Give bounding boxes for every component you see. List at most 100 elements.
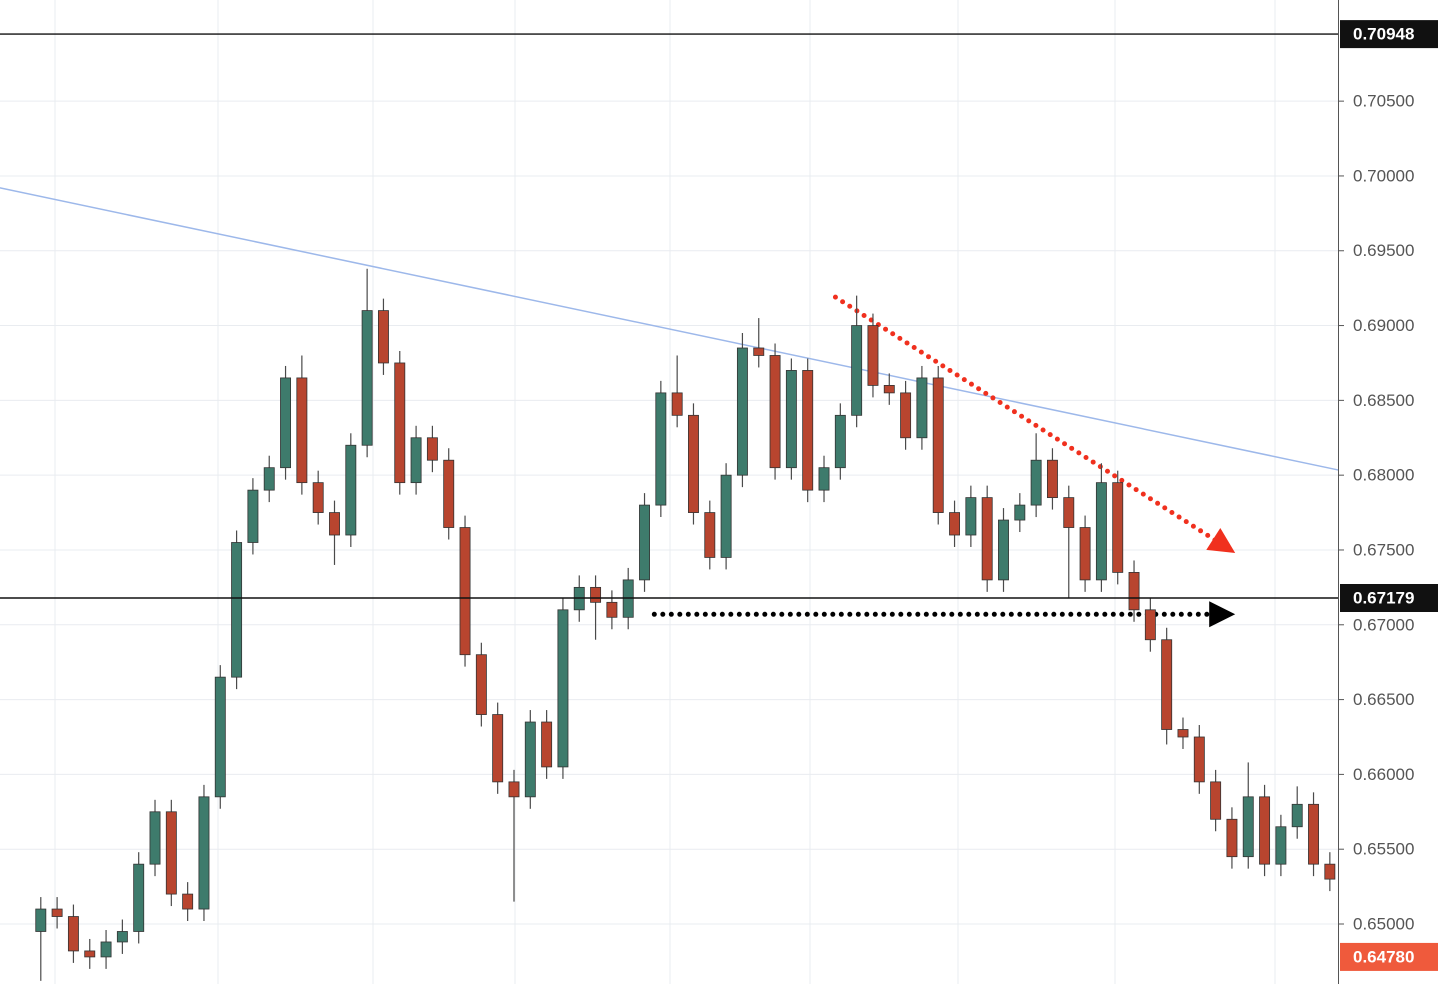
y-tick-label: 0.69500 xyxy=(1353,241,1414,260)
candle-body xyxy=(35,908,47,932)
candle-body xyxy=(1275,826,1287,865)
candle-body xyxy=(1144,609,1156,641)
candle-body xyxy=(867,325,879,386)
candle-body xyxy=(329,512,340,536)
y-tick-label: 0.65500 xyxy=(1353,840,1414,859)
candle-body xyxy=(1030,459,1042,506)
candle-body xyxy=(345,444,357,536)
candle-body xyxy=(932,377,944,513)
dotted-arrow-line xyxy=(832,294,1221,545)
candle-body xyxy=(753,347,765,356)
price-label: 0.67179 xyxy=(1353,588,1414,607)
candle-body xyxy=(981,497,993,581)
price-label-box xyxy=(1340,20,1438,49)
candle-body xyxy=(361,310,373,446)
candle-body xyxy=(1046,459,1058,499)
candle-body xyxy=(247,489,259,543)
candle-body xyxy=(998,519,1009,581)
candle-body xyxy=(231,542,243,678)
candle-body xyxy=(394,362,406,484)
candle-body xyxy=(312,482,324,513)
annotations xyxy=(0,33,1338,599)
price-label-box xyxy=(1340,584,1438,613)
candle-body xyxy=(182,893,194,910)
candle-body xyxy=(377,310,389,364)
candle-body xyxy=(720,474,732,558)
candle-body xyxy=(655,392,667,506)
price-label: 0.70948 xyxy=(1353,25,1414,44)
candle-body xyxy=(1193,736,1205,783)
candle-body xyxy=(606,601,618,618)
candle-body xyxy=(688,414,699,513)
arrow-head xyxy=(1209,601,1236,628)
candle-body xyxy=(1095,482,1107,581)
candle-body xyxy=(949,512,961,536)
candle-body xyxy=(198,796,210,910)
y-tick-label: 0.68000 xyxy=(1353,466,1414,485)
candle-body xyxy=(1063,497,1075,528)
candle-body xyxy=(639,504,650,581)
candle-body xyxy=(508,781,520,798)
y-tick-label: 0.69000 xyxy=(1353,316,1414,335)
candle-body xyxy=(965,497,977,536)
candle-body xyxy=(475,654,487,715)
candle-body xyxy=(590,586,602,603)
candle-body xyxy=(84,950,96,958)
candle-body xyxy=(1242,796,1254,858)
vertical-grid xyxy=(54,0,1276,984)
candle-body xyxy=(524,721,536,798)
candle-body xyxy=(1161,639,1173,730)
y-tick-label: 0.65000 xyxy=(1353,914,1414,933)
candle-body xyxy=(149,811,161,865)
trend-lines xyxy=(0,187,1339,628)
candle-body xyxy=(834,414,846,469)
y-tick-label: 0.67000 xyxy=(1353,615,1414,634)
candle-body xyxy=(541,721,553,768)
candle-body xyxy=(1079,527,1091,581)
y-tick-label: 0.66500 xyxy=(1353,690,1414,709)
candle-body xyxy=(1128,572,1140,611)
candle-body xyxy=(51,908,63,917)
candle-body xyxy=(736,347,748,476)
candle-body xyxy=(916,377,928,439)
candle-body xyxy=(851,325,863,416)
candle-body xyxy=(1291,803,1303,828)
candle-body xyxy=(67,916,79,952)
candle-body xyxy=(133,863,145,932)
candle-body xyxy=(1014,504,1026,521)
candle-body xyxy=(671,392,683,416)
candle-body xyxy=(1177,729,1189,738)
candle-body xyxy=(769,355,781,469)
trend-line xyxy=(0,187,1339,471)
candle-body xyxy=(100,941,112,958)
y-tick-label: 0.70000 xyxy=(1353,166,1414,185)
price-axis: 0.65000 0.65500 0.66000 0.66500 0.67000 0.675… xyxy=(1338,20,1438,971)
candle-body xyxy=(785,370,797,469)
candle-body xyxy=(1308,803,1319,865)
candle-body xyxy=(280,377,292,469)
candle-body xyxy=(492,714,504,783)
price-axis-area xyxy=(1338,0,1438,984)
y-tick-label: 0.68500 xyxy=(1353,391,1414,410)
candle-body xyxy=(1112,482,1124,573)
y-tick-label: 0.67500 xyxy=(1353,540,1414,559)
candle-body xyxy=(410,437,422,484)
candle-body xyxy=(900,392,912,439)
y-tick-label: 0.70500 xyxy=(1353,92,1414,111)
candle-body xyxy=(802,370,814,491)
candle-body xyxy=(459,527,471,656)
candle-body xyxy=(818,467,830,491)
last-price-label: 0.64780 xyxy=(1353,947,1414,966)
last-price-box xyxy=(1340,942,1438,971)
candle-body xyxy=(214,676,226,798)
candle-body xyxy=(165,811,177,895)
candle-body xyxy=(263,467,275,491)
arrow-head xyxy=(1206,528,1236,553)
candle-body xyxy=(443,459,455,528)
y-tick-label: 0.66000 xyxy=(1353,765,1414,784)
candle-body xyxy=(1226,818,1238,858)
candle-body xyxy=(426,437,438,461)
candle-body xyxy=(557,609,569,768)
